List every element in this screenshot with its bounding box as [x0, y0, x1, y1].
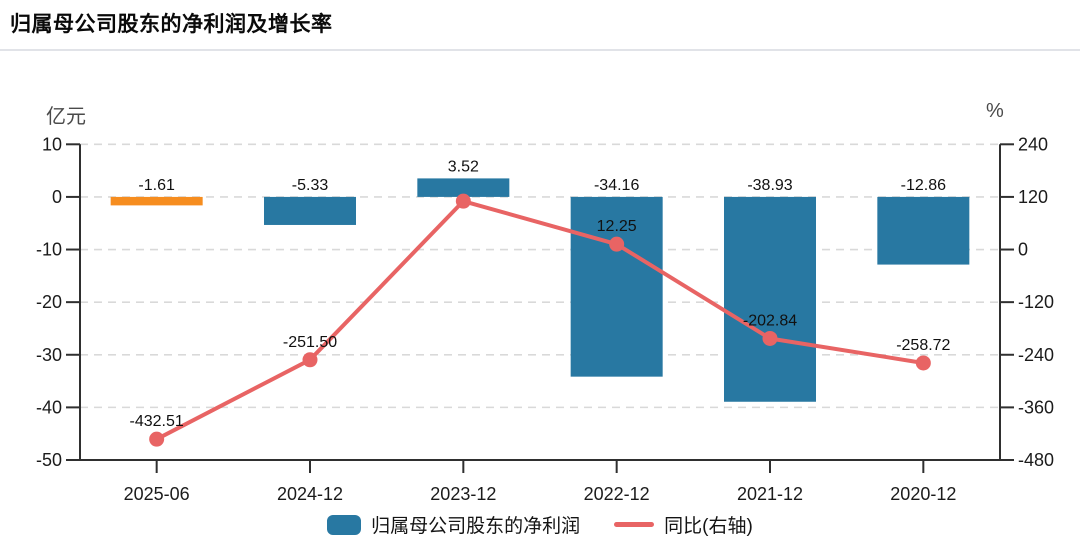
bar-value-label: -34.16	[594, 177, 639, 194]
bar-value-label: 3.52	[448, 158, 479, 175]
bar-value-label: -38.93	[747, 177, 792, 194]
legend-label-net-profit: 归属母公司股东的净利润	[371, 516, 581, 537]
chart-title: 归属母公司股东的净利润及增长率	[10, 13, 333, 36]
left-tick-label: -30	[36, 345, 62, 365]
x-axis-label: 2023-12	[430, 484, 496, 504]
bar-swatch-icon	[327, 514, 362, 535]
yoy-line	[154, 199, 926, 442]
yoy-point-2025-06[interactable]	[149, 431, 165, 447]
legend: 归属母公司股东的净利润 同比(右轴)	[0, 511, 1080, 538]
yoy-value-label: -251.50	[283, 334, 337, 351]
right-tick-label: 240	[1018, 134, 1048, 154]
right-tick-label: -480	[1018, 450, 1054, 470]
left-tick-label: 0	[52, 187, 62, 207]
left-axis-unit: 亿元	[46, 106, 86, 128]
x-axis-label: 2025-06	[124, 484, 190, 504]
yoy-point-2022-12[interactable]	[609, 236, 625, 252]
yoy-value-label: -202.84	[743, 312, 797, 329]
left-tick-label: -50	[36, 450, 62, 470]
yoy-point-2023-12[interactable]	[455, 193, 471, 209]
x-axis-label: 2021-12	[737, 484, 803, 504]
right-tick-label: 0	[1018, 240, 1028, 260]
bar-2025-06[interactable]	[110, 196, 203, 206]
left-tick-label: -10	[36, 240, 62, 260]
bar-2023-12[interactable]	[417, 178, 510, 197]
legend-label-yoy: 同比(右轴)	[664, 516, 753, 537]
bar-value-label: -5.33	[292, 177, 329, 194]
right-tick-label: -240	[1018, 345, 1054, 365]
yoy-point-2024-12[interactable]	[302, 352, 318, 368]
right-tick-label: -120	[1018, 292, 1054, 312]
bar-2024-12[interactable]	[264, 196, 356, 225]
yoy-point-2020-12[interactable]	[915, 355, 931, 371]
title-divider	[0, 49, 1080, 51]
yoy-value-label: -432.51	[130, 413, 184, 430]
x-axis-label: 2024-12	[277, 484, 343, 504]
left-tick-label: -20	[36, 292, 62, 312]
bar-value-label: -12.86	[901, 177, 946, 194]
right-tick-label: -360	[1018, 397, 1054, 417]
bar-2021-12[interactable]	[724, 196, 816, 402]
bar-2020-12[interactable]	[877, 196, 970, 265]
bar-value-label: -1.61	[138, 177, 175, 194]
left-tick-label: 10	[42, 134, 62, 154]
bar-2022-12[interactable]	[570, 196, 663, 377]
yoy-value-label: 12.25	[597, 218, 637, 235]
legend-item-net-profit[interactable]: 归属母公司股东的净利润	[327, 511, 580, 538]
line-swatch-icon	[614, 522, 655, 527]
x-axis-label: 2022-12	[584, 484, 650, 504]
yoy-point-2021-12[interactable]	[762, 330, 778, 346]
right-tick-label: 120	[1018, 187, 1048, 207]
left-tick-label: -40	[36, 397, 62, 417]
right-axis-unit: %	[986, 100, 1004, 122]
x-axis-label: 2020-12	[890, 484, 956, 504]
legend-item-yoy[interactable]: 同比(右轴)	[614, 511, 753, 538]
yoy-value-label: -258.72	[896, 337, 950, 354]
